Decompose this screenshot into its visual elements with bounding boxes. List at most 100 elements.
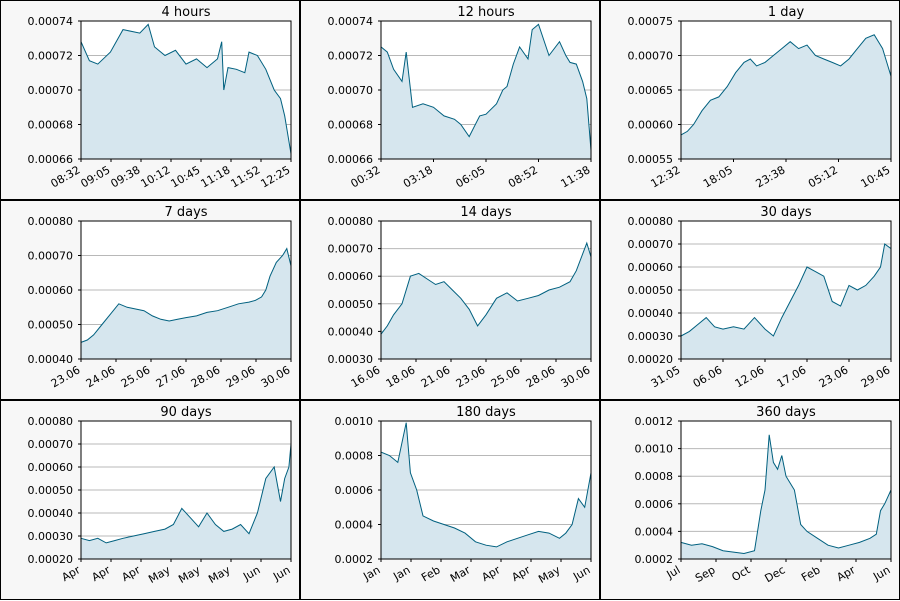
chart-title: 360 days (756, 405, 816, 420)
x-tick-label: May (176, 563, 203, 586)
y-tick-label: 0.0006 (635, 498, 674, 511)
series-line (380, 23, 592, 151)
y-tick-label: 0.00066 (28, 153, 74, 166)
chart-svg: 30 days 0.00020 0.00030 0.00040 0.00050 0.000… (628, 205, 893, 390)
y-tick-label: 0.00030 (328, 353, 374, 366)
x-tick-label: 00:32 (349, 163, 383, 190)
series-area (381, 243, 591, 359)
y-tick-label: 0.00080 (628, 215, 674, 228)
x-tick-label: Jul (664, 563, 683, 581)
chart-title: 90 days (160, 405, 212, 420)
y-tick-label: 0.0004 (335, 519, 374, 532)
x-tick-label: 10:45 (859, 163, 893, 190)
y-tick-label: 0.00060 (628, 119, 674, 132)
plot-frame (680, 420, 892, 560)
y-tick-label: 0.00080 (28, 215, 74, 228)
y-tick-label: 0.00070 (328, 84, 374, 97)
x-tick-label: Oct (730, 563, 754, 584)
x-tick-label: Dec (763, 563, 788, 585)
chart-title: 1 day (768, 5, 805, 20)
y-tick-label: 0.00072 (28, 50, 74, 63)
x-tick-label: Jan (360, 563, 382, 583)
x-tick-label: Mar (448, 563, 473, 585)
x-tick-label: Jun (270, 563, 292, 583)
x-tick-label: 29.06 (859, 363, 893, 390)
y-tick-label: 0.0002 (335, 553, 374, 566)
x-tick-label: 18.06 (384, 363, 418, 390)
x-tick-label: 25.06 (489, 363, 523, 390)
series-line (80, 247, 292, 343)
chart-panel-2: 12 hours 0.00066 0.00068 0.00070 0.00072 0.00… (300, 0, 600, 200)
x-tick-label: 30.06 (559, 363, 593, 390)
x-tick-label: 16.06 (349, 363, 383, 390)
chart-title: 12 hours (457, 5, 514, 20)
x-tick-label: 28.06 (524, 363, 558, 390)
plot-frame (680, 20, 892, 160)
y-tick-label: 0.0002 (635, 553, 674, 566)
y-tick-label: 0.0012 (635, 415, 674, 428)
x-tick-label: 09:38 (109, 163, 143, 190)
y-tick-label: 0.00060 (28, 461, 74, 474)
chart-title: 7 days (164, 205, 207, 220)
x-tick-label: 06.06 (691, 363, 725, 390)
x-tick-label: Feb (799, 563, 822, 584)
chart-svg: 14 days 0.00030 0.00040 0.00050 0.00060 0.000… (328, 205, 593, 390)
y-tick-label: 0.00020 (28, 553, 74, 566)
x-tick-label: 10:12 (139, 163, 173, 190)
y-tick-label: 0.00068 (328, 119, 374, 132)
chart-svg: 7 days 0.00040 0.00050 0.00060 0.00070 0.0008… (28, 205, 293, 390)
chart-svg: 1 day 0.00055 0.00060 0.00065 0.00070 0.00075… (628, 5, 893, 190)
x-tick-label: 09:05 (79, 163, 113, 190)
chart-svg: 180 days 0.0002 0.0004 0.0006 0.0008 0.0010 Ja… (335, 405, 593, 586)
y-tick-label: 0.00040 (28, 507, 74, 520)
x-tick-label: 03:18 (401, 163, 435, 190)
x-tick-label: May (206, 563, 233, 586)
series-line (680, 434, 892, 555)
chart-panel-8: 180 days 0.0002 0.0004 0.0006 0.0008 0.0010 Ja… (300, 400, 600, 600)
x-tick-label: Feb (419, 563, 442, 584)
plot-frame (680, 220, 892, 360)
y-tick-label: 0.00070 (28, 250, 74, 263)
y-tick-label: 0.00070 (628, 50, 674, 63)
series-area (81, 24, 291, 160)
y-tick-label: 0.00030 (628, 330, 674, 343)
y-tick-label: 0.0008 (635, 470, 674, 483)
x-tick-label: 18:05 (701, 163, 735, 190)
y-tick-label: 0.00075 (628, 15, 674, 28)
x-tick-label: 08:52 (506, 163, 540, 190)
y-tick-label: 0.0010 (635, 443, 674, 456)
chart-panel-6: 30 days 0.00020 0.00030 0.00040 0.00050 0.000… (600, 200, 900, 400)
plot-frame (380, 20, 592, 160)
plot-frame (80, 20, 292, 160)
y-tick-label: 0.00030 (28, 530, 74, 543)
x-tick-label: Apr (480, 563, 503, 584)
plot-frame (80, 420, 292, 560)
x-tick-label: 30.06 (259, 363, 293, 390)
x-tick-label: 23.06 (49, 363, 83, 390)
x-tick-label: 08:32 (49, 163, 83, 190)
y-tick-label: 0.00040 (328, 325, 374, 338)
chart-panel-3: 1 day 0.00055 0.00060 0.00065 0.00070 0.00075… (600, 0, 900, 200)
x-tick-label: 25.06 (119, 363, 153, 390)
y-tick-label: 0.00040 (28, 353, 74, 366)
series-area (681, 34, 891, 159)
x-tick-label: 24.06 (84, 363, 118, 390)
y-tick-label: 0.00074 (28, 15, 74, 28)
y-tick-label: 0.00070 (28, 438, 74, 451)
chart-panel-1: 4 hours 0.00066 0.00068 0.00070 0.00072 0.000… (0, 0, 300, 200)
y-tick-label: 0.00074 (328, 15, 374, 28)
x-tick-label: 17.06 (775, 363, 809, 390)
y-tick-label: 0.00040 (628, 307, 674, 320)
x-tick-label: Apr (510, 563, 533, 584)
x-tick-label: 12.06 (733, 363, 767, 390)
x-tick-label: Apr (835, 563, 858, 584)
chart-svg: 90 days 0.00020 0.00030 0.00040 0.00050 0.000… (28, 405, 293, 586)
series-area (381, 24, 591, 160)
y-tick-label: 0.00066 (328, 153, 374, 166)
chart-svg: 4 hours 0.00066 0.00068 0.00070 0.00072 0.000… (28, 5, 293, 190)
series-area (81, 248, 291, 359)
series-area (681, 434, 891, 559)
series-line (680, 34, 892, 136)
x-tick-label: 11:52 (229, 163, 263, 190)
